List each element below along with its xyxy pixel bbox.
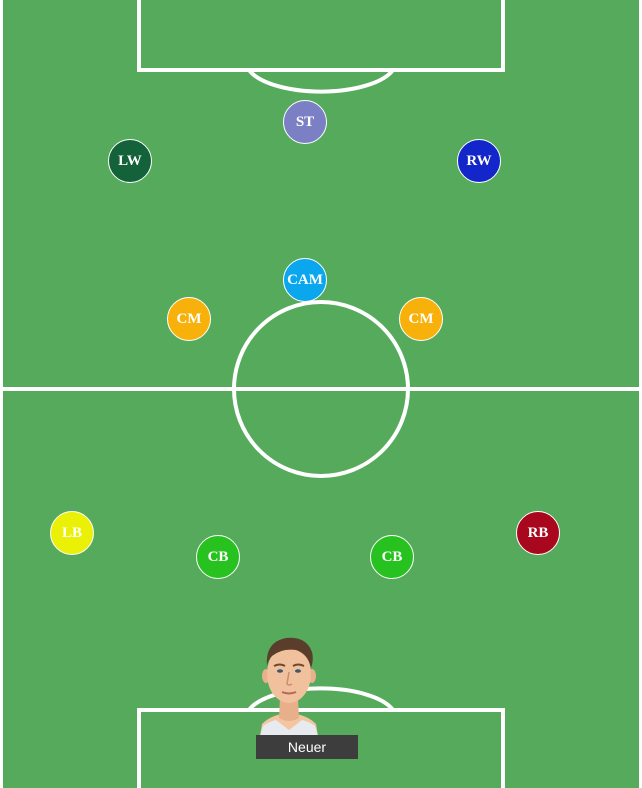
- position-cm-right-marker[interactable]: CM: [399, 297, 443, 341]
- top-penalty-box: [137, 0, 505, 72]
- position-lb-marker[interactable]: LB: [50, 511, 94, 555]
- goalkeeper-name-label: Neuer: [256, 735, 358, 759]
- position-cb-left-marker[interactable]: CB: [196, 535, 240, 579]
- pitch-markings: [3, 0, 639, 788]
- bottom-penalty-arc: [247, 686, 395, 712]
- bottom-penalty-box: [137, 708, 505, 788]
- position-cb-right-marker[interactable]: CB: [370, 535, 414, 579]
- football-pitch: ST LW RW CAM CM CM LB CB CB RB: [3, 0, 639, 788]
- position-cam-marker[interactable]: CAM: [283, 258, 327, 302]
- player-portrait-icon: [260, 637, 318, 736]
- center-circle: [232, 300, 410, 478]
- position-lw-marker[interactable]: LW: [108, 139, 152, 183]
- position-cm-left-marker[interactable]: CM: [167, 297, 211, 341]
- position-st-marker[interactable]: ST: [283, 100, 327, 144]
- position-rb-marker[interactable]: RB: [516, 511, 560, 555]
- position-rw-marker[interactable]: RW: [457, 139, 501, 183]
- goalkeeper-card[interactable]: Neuer: [256, 632, 358, 762]
- top-penalty-arc: [247, 68, 395, 94]
